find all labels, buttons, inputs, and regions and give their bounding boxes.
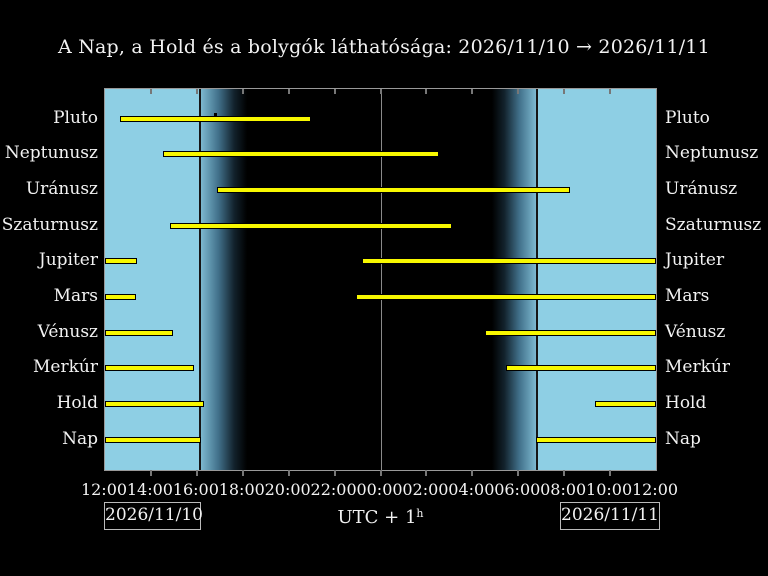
row-label-right: Uránusz [665,178,738,199]
axis-tick-mark [333,89,336,94]
x-tick-label: 04:00 [448,480,495,499]
row-label-left: Vénusz [37,321,98,342]
row-label-right: Hold [665,392,707,413]
x-tick-label: 18:00 [218,480,265,499]
axis-tick-mark [333,470,336,476]
row-label-right: Mars [665,285,710,306]
axis-tick-mark [471,470,474,476]
visibility-bar [105,365,195,372]
visibility-bar [217,186,570,193]
axis-tick-mark [609,89,612,94]
x-tick-label: 02:00 [402,480,449,499]
twilight-region [492,89,537,470]
row-label-left: Nap [62,428,98,449]
day-region [536,89,656,470]
x-tick-label: 16:00 [172,480,219,499]
axis-tick-mark [609,470,612,476]
row-label-right: Jupiter [665,250,725,271]
row-label-right: Pluto [665,107,710,128]
axis-tick-mark [149,470,152,476]
row-label-left: Uránusz [25,178,98,199]
axis-tick-mark [149,89,152,94]
visibility-bar [536,436,656,443]
visibility-bar [105,400,205,407]
midnight-gridline [380,89,382,470]
visibility-bar [163,151,440,158]
x-tick-label: 00:00 [356,480,403,499]
axis-tick-mark [471,89,474,94]
plot-area [104,88,657,476]
axis-tick-mark [287,470,290,476]
axis-tick-mark [425,89,428,94]
row-label-right: Neptunusz [665,143,759,164]
visibility-bar [356,293,656,300]
timezone-label: UTC + 1h [104,507,657,528]
axis-tick-mark [517,470,520,476]
axis-tick-mark [379,89,382,94]
date-box-end: 2026/11/11 [560,502,660,530]
visibility-bar [105,258,138,265]
visibility-bar [105,329,174,336]
axis-tick-mark [517,89,520,94]
visibility-bar [485,329,656,336]
visibility-bar [362,258,656,265]
axis-tick-mark [195,470,198,476]
x-tick-label: 12:00 [631,480,679,499]
day-region [105,89,201,470]
x-tick-label: 06:00 [494,480,541,499]
visibility-bar [595,400,656,407]
row-label-left: Merkúr [33,357,98,378]
x-tick-label: 14:00 [126,480,173,499]
axis-tick-mark [379,470,382,476]
x-tick-label: 22:00 [310,480,357,499]
row-label-right: Szaturnusz [665,214,762,235]
x-tick-label: 12:00 [80,480,128,499]
x-tick-label: 20:00 [264,480,311,499]
row-label-left: Jupiter [38,250,98,271]
axis-tick-mark [195,89,198,94]
row-label-left: Hold [56,392,98,413]
axis-tick-mark [241,89,244,94]
row-label-right: Vénusz [665,321,726,342]
row-label-right: Merkúr [665,357,730,378]
visibility-bar [120,115,311,122]
axis-tick-mark [563,89,566,94]
timezone-superscript: h [416,507,424,520]
axis-tick-mark [241,470,244,476]
visibility-bar [506,365,656,372]
visibility-bar [105,436,201,443]
axis-tick-mark [287,89,290,94]
x-tick-label: 10:00 [586,480,633,499]
date-box-start: 2026/11/10 [104,502,203,530]
row-label-left: Szaturnusz [1,214,98,235]
x-tick-label: 08:00 [540,480,587,499]
row-label-left: Neptunusz [4,143,98,164]
visibility-bar [170,222,453,229]
axis-tick-mark [563,470,566,476]
row-label-left: Pluto [53,107,98,128]
transit-marker [214,112,218,116]
chart-title: A Nap, a Hold és a bolygók láthatósága: … [58,36,710,58]
axis-tick-mark [425,470,428,476]
visibility-bar [105,293,136,300]
twilight-region [200,89,247,470]
timezone-text: UTC + 1 [337,507,417,528]
row-label-right: Nap [665,428,701,449]
row-label-left: Mars [53,285,98,306]
